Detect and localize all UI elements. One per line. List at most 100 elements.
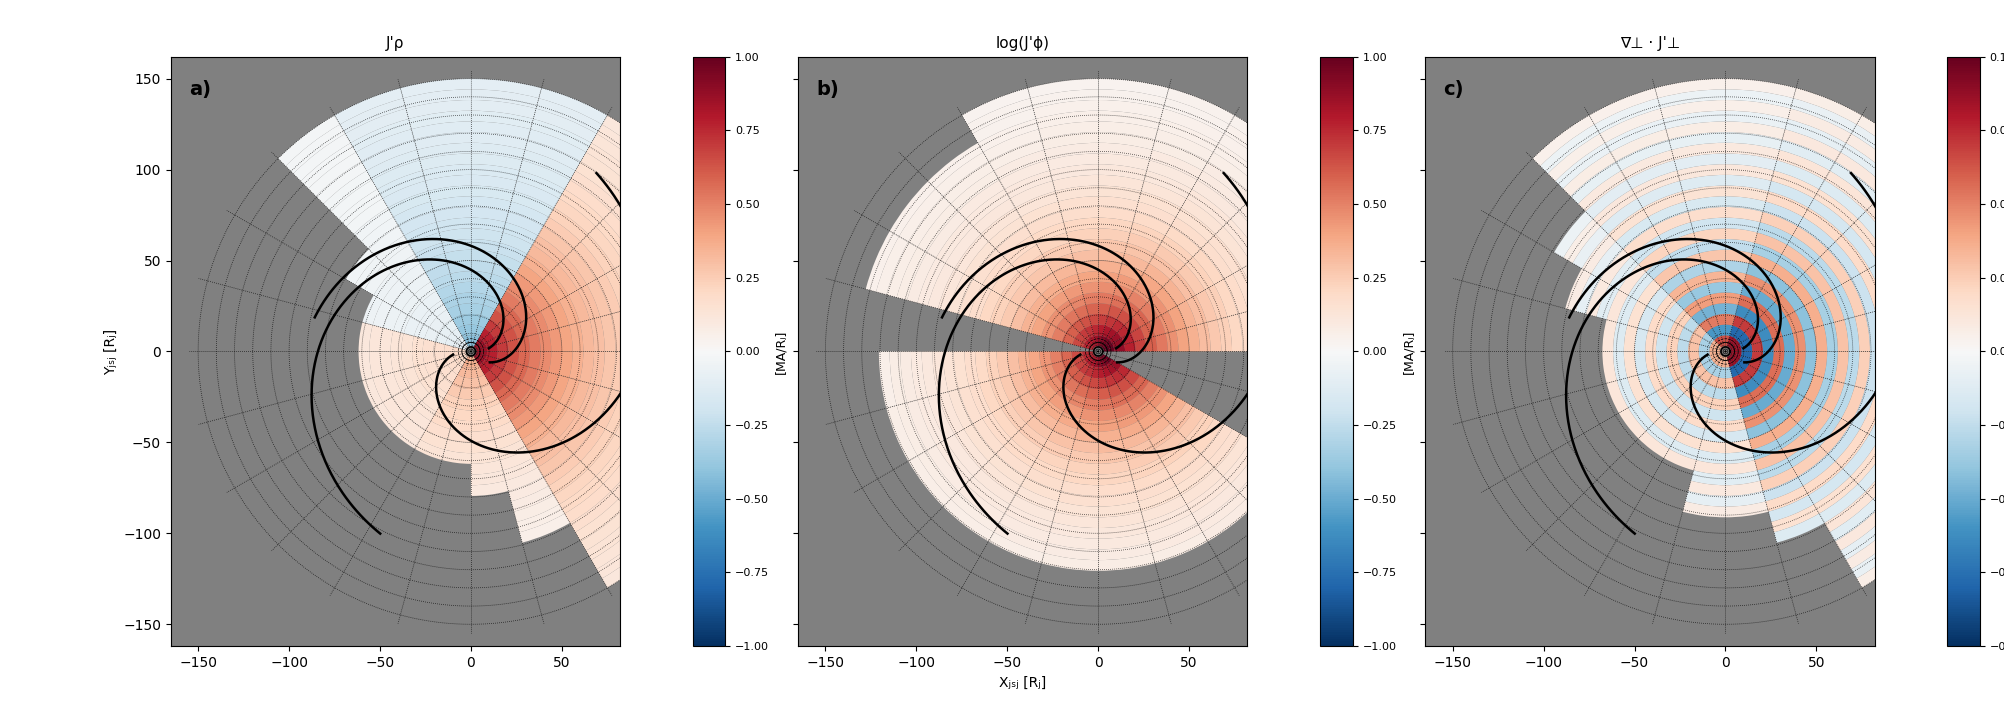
Wedge shape xyxy=(1840,143,1896,189)
Wedge shape xyxy=(1118,421,1144,439)
Wedge shape xyxy=(1122,430,1148,449)
Wedge shape xyxy=(471,218,505,233)
Wedge shape xyxy=(1812,413,1842,446)
Wedge shape xyxy=(1683,386,1701,403)
Wedge shape xyxy=(455,344,467,350)
Wedge shape xyxy=(1978,351,1998,422)
Wedge shape xyxy=(1745,365,1758,378)
Wedge shape xyxy=(1098,293,1114,305)
Wedge shape xyxy=(1749,386,1768,403)
Wedge shape xyxy=(1098,335,1102,346)
Wedge shape xyxy=(425,175,471,191)
Wedge shape xyxy=(1804,208,1844,241)
Wedge shape xyxy=(1573,226,1607,268)
Wedge shape xyxy=(485,371,497,384)
Wedge shape xyxy=(523,150,575,180)
Wedge shape xyxy=(1216,317,1232,351)
Wedge shape xyxy=(507,351,519,364)
Wedge shape xyxy=(1098,314,1108,325)
Wedge shape xyxy=(996,446,1032,476)
Wedge shape xyxy=(1144,416,1170,439)
Wedge shape xyxy=(1772,351,1784,366)
Wedge shape xyxy=(1824,381,1844,413)
Wedge shape xyxy=(641,351,657,400)
Wedge shape xyxy=(1619,264,1645,295)
Wedge shape xyxy=(423,164,471,181)
Wedge shape xyxy=(579,320,593,351)
Wedge shape xyxy=(1056,386,1074,403)
Wedge shape xyxy=(517,263,543,287)
Wedge shape xyxy=(1832,285,1856,320)
Wedge shape xyxy=(1124,439,1154,460)
Wedge shape xyxy=(411,302,429,322)
Wedge shape xyxy=(966,476,1010,513)
Wedge shape xyxy=(1729,354,1739,363)
Wedge shape xyxy=(455,347,465,351)
Wedge shape xyxy=(527,245,557,272)
Wedge shape xyxy=(1088,378,1098,389)
Wedge shape xyxy=(1160,439,1192,467)
Wedge shape xyxy=(497,370,513,386)
Wedge shape xyxy=(988,454,1026,486)
Wedge shape xyxy=(1639,245,1669,272)
Wedge shape xyxy=(661,408,693,466)
Wedge shape xyxy=(1830,499,1880,542)
Wedge shape xyxy=(1042,243,1072,263)
Wedge shape xyxy=(1828,241,1860,279)
Wedge shape xyxy=(1098,100,1162,119)
Wedge shape xyxy=(549,328,561,351)
Wedge shape xyxy=(1140,181,1186,208)
Wedge shape xyxy=(513,322,527,339)
Wedge shape xyxy=(1725,111,1788,129)
Wedge shape xyxy=(990,378,1010,408)
Wedge shape xyxy=(597,124,657,174)
Wedge shape xyxy=(1846,522,1904,569)
Wedge shape xyxy=(1737,295,1756,310)
Wedge shape xyxy=(1715,314,1725,325)
Wedge shape xyxy=(1052,361,1066,376)
Wedge shape xyxy=(1711,340,1721,349)
Wedge shape xyxy=(1146,513,1196,542)
Wedge shape xyxy=(1090,336,1096,346)
Wedge shape xyxy=(557,413,587,446)
Wedge shape xyxy=(669,411,703,472)
Wedge shape xyxy=(1653,212,1691,236)
Wedge shape xyxy=(455,398,471,410)
Wedge shape xyxy=(1762,339,1774,351)
Wedge shape xyxy=(391,423,421,449)
Wedge shape xyxy=(1725,229,1758,243)
Wedge shape xyxy=(491,263,517,282)
Wedge shape xyxy=(1786,369,1804,392)
Wedge shape xyxy=(1010,181,1056,208)
Wedge shape xyxy=(1072,351,1082,359)
Wedge shape xyxy=(491,421,517,439)
Wedge shape xyxy=(1056,300,1074,317)
Wedge shape xyxy=(497,243,527,263)
Wedge shape xyxy=(1677,164,1725,181)
Wedge shape xyxy=(1725,239,1756,253)
Wedge shape xyxy=(1020,311,1038,334)
Wedge shape xyxy=(527,431,557,458)
Wedge shape xyxy=(1669,322,1683,339)
Wedge shape xyxy=(679,226,713,289)
Title: ∇⊥ · J'⊥: ∇⊥ · J'⊥ xyxy=(1619,36,1679,51)
Wedge shape xyxy=(501,233,533,254)
Wedge shape xyxy=(383,280,407,306)
Wedge shape xyxy=(1768,181,1814,208)
Wedge shape xyxy=(1687,351,1699,361)
Wedge shape xyxy=(471,164,519,181)
Wedge shape xyxy=(457,325,467,337)
Wedge shape xyxy=(301,143,357,189)
Wedge shape xyxy=(1080,328,1090,340)
Wedge shape xyxy=(1130,222,1164,245)
Wedge shape xyxy=(1170,217,1208,249)
Wedge shape xyxy=(1048,253,1074,273)
Wedge shape xyxy=(415,439,445,460)
Wedge shape xyxy=(521,366,539,386)
Wedge shape xyxy=(279,115,341,166)
Wedge shape xyxy=(1760,376,1776,393)
Wedge shape xyxy=(928,394,954,439)
Wedge shape xyxy=(1148,295,1168,317)
Wedge shape xyxy=(1725,408,1743,421)
Wedge shape xyxy=(489,325,503,338)
